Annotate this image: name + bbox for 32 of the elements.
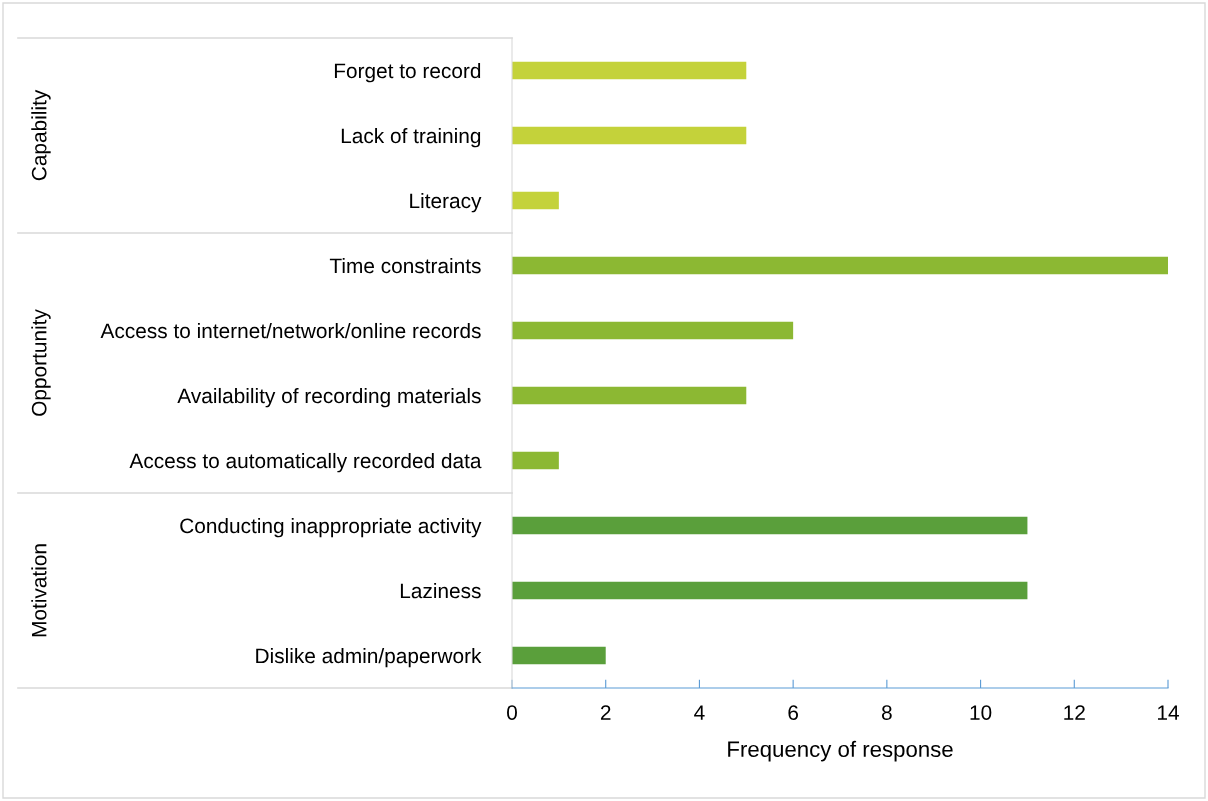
y-tick-label: Access to internet/network/online records xyxy=(100,322,481,339)
y-tick-label: Availability of recording materials xyxy=(177,387,481,408)
bar xyxy=(512,61,747,80)
bar xyxy=(512,321,794,340)
bar xyxy=(512,516,1028,535)
bar xyxy=(512,126,747,145)
x-tick-label: 4 xyxy=(694,705,705,720)
y-tick-label: Time constraints xyxy=(329,257,481,274)
x-tick-label: 0 xyxy=(507,705,517,720)
y-tick-label: Conducting inappropriate activity xyxy=(180,517,482,538)
bar xyxy=(512,646,606,665)
y-tick-label: Access to automatically recorded data xyxy=(129,452,482,473)
bar xyxy=(512,191,559,210)
text: Opportunity xyxy=(31,309,51,416)
y-tick-label: Forget to record xyxy=(334,62,481,83)
y-tick-label: Dislike admin/paperwork xyxy=(256,647,482,668)
text: Motivation xyxy=(31,544,47,637)
x-tick-label: 14 xyxy=(1158,705,1179,720)
bar xyxy=(512,256,1168,275)
text: Capability xyxy=(31,89,51,181)
x-tick-label: 8 xyxy=(881,705,892,720)
x-tick-label: 2 xyxy=(600,705,611,720)
bar xyxy=(512,386,747,405)
y-tick-label: Lack of training xyxy=(341,127,481,148)
bar xyxy=(512,581,1028,600)
y-tick-label: Literacy xyxy=(410,192,482,213)
x-tick-label: 10 xyxy=(970,705,992,720)
x-tick-label: 6 xyxy=(788,705,799,720)
y-tick-label: Laziness xyxy=(400,582,481,599)
x-axis-title: Frequency of response xyxy=(728,740,953,762)
x-tick-label: 12 xyxy=(1064,705,1085,720)
bar xyxy=(512,451,559,470)
